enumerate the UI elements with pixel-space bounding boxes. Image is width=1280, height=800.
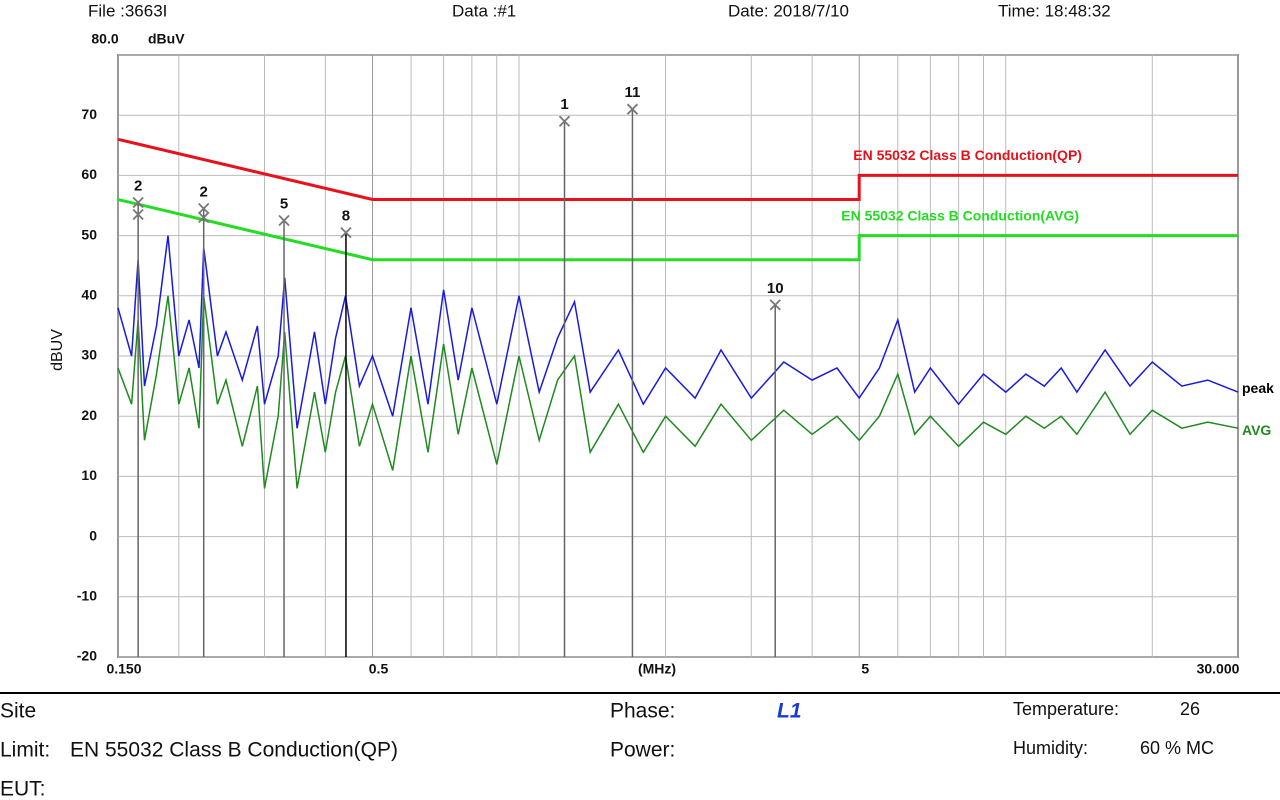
y-tick-label: 30 bbox=[81, 347, 97, 363]
limit: EN 55032 Class B Conduction(QP) bbox=[70, 739, 398, 762]
marker-x bbox=[626, 103, 639, 115]
trace-name: peak bbox=[1242, 380, 1274, 396]
marker-label: 10 bbox=[767, 280, 784, 297]
x-tick-label: 0.5 bbox=[369, 661, 389, 677]
x-unit: (MHz) bbox=[638, 661, 676, 677]
power-label: Power: bbox=[610, 739, 675, 762]
y-tick-label: 10 bbox=[81, 467, 97, 483]
limit-name: EN 55032 Class B Conduction(QP) bbox=[853, 147, 1082, 163]
marker-label: 2 bbox=[134, 177, 142, 194]
limit-line bbox=[117, 198, 1238, 262]
marker-x bbox=[278, 214, 290, 227]
time: Time: 18:48:32 bbox=[998, 1, 1111, 20]
temperature-label: Temperature: bbox=[1013, 699, 1119, 719]
site: Site bbox=[0, 700, 36, 723]
limit-line bbox=[117, 137, 1238, 201]
file: File :3663I bbox=[88, 1, 167, 20]
y-axis-label: dBUV bbox=[49, 329, 66, 371]
marker-label: 5 bbox=[280, 196, 288, 213]
limit-label: Limit: bbox=[0, 739, 50, 762]
trace bbox=[117, 295, 1239, 489]
phase: L1 bbox=[777, 700, 802, 723]
trace-name: AVG bbox=[1242, 422, 1271, 438]
trace bbox=[117, 235, 1239, 429]
marker-x bbox=[558, 115, 571, 127]
marker-label: 1 bbox=[560, 96, 568, 113]
marker-label: 11 bbox=[625, 84, 641, 101]
y-tick-label: 60 bbox=[81, 166, 97, 182]
x-tick-label: 0.150 bbox=[106, 661, 141, 677]
temperature: 26 bbox=[1180, 699, 1200, 719]
marker-x bbox=[769, 299, 781, 311]
y-tick-label: -10 bbox=[77, 588, 97, 604]
y-tick-label: 40 bbox=[81, 287, 97, 303]
eut: EUT: bbox=[0, 778, 46, 800]
y-unit: dBuV bbox=[148, 31, 185, 47]
marker-label: 2 bbox=[200, 183, 208, 200]
y-tick-label: 80.0 bbox=[91, 31, 118, 47]
marker-label: 8 bbox=[342, 208, 350, 225]
y-tick-label: 0 bbox=[89, 527, 97, 543]
y-tick-label: 50 bbox=[81, 226, 97, 242]
marker-x bbox=[198, 202, 210, 215]
humidity-label: Humidity: bbox=[1013, 738, 1088, 758]
x-tick-label: 5 bbox=[861, 661, 869, 677]
marker-x bbox=[132, 208, 144, 221]
y-tick-label: -20 bbox=[77, 648, 97, 664]
y-tick-label: 20 bbox=[81, 407, 97, 423]
marker-x bbox=[198, 211, 210, 224]
limit-name: EN 55032 Class B Conduction(AVG) bbox=[841, 207, 1079, 223]
marker-x bbox=[340, 226, 352, 239]
date: Date: 2018/7/10 bbox=[728, 1, 849, 20]
marker-x bbox=[132, 196, 144, 209]
humidity: 60 % MC bbox=[1140, 738, 1214, 758]
y-tick-label: 70 bbox=[81, 106, 97, 122]
x-tick-label: 30.000 bbox=[1197, 661, 1240, 677]
phase-label: Phase: bbox=[610, 700, 675, 723]
data-id: Data :#1 bbox=[452, 1, 516, 20]
